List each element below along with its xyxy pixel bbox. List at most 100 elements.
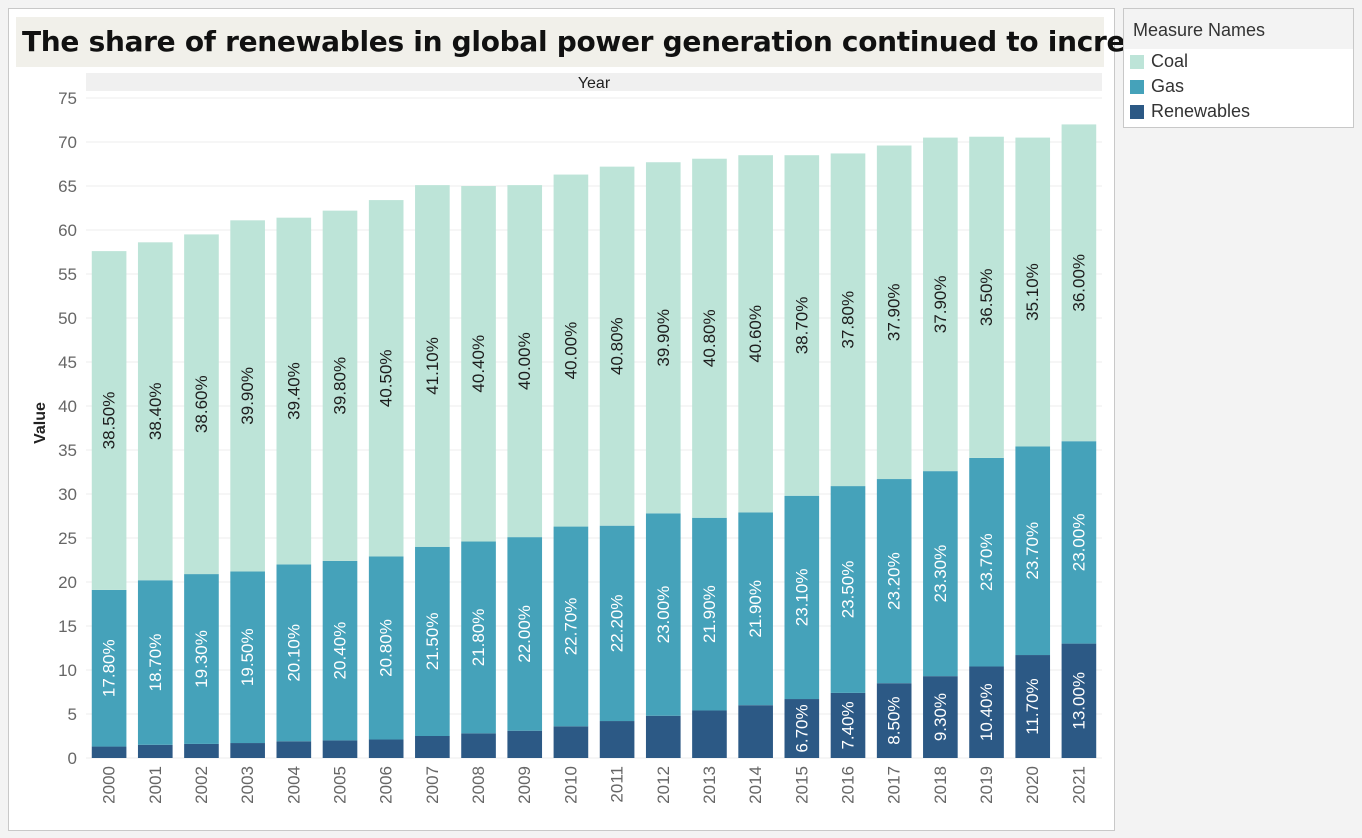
bar-renewables-2015[interactable]	[784, 699, 820, 758]
bar-gas-2019[interactable]	[969, 457, 1004, 667]
data-label-coal: 41.10%	[423, 337, 442, 395]
bar-gas-2006[interactable]	[368, 556, 404, 740]
bar-renewables-2017[interactable]	[876, 683, 912, 758]
bar-coal-2003[interactable]	[230, 220, 265, 572]
data-label-gas: 20.10%	[284, 624, 303, 682]
bar-coal-2013[interactable]	[692, 158, 727, 518]
bar-renewables-2009[interactable]	[507, 730, 543, 758]
bar-renewables-2021[interactable]	[1061, 643, 1097, 758]
data-label-coal: 40.40%	[469, 335, 488, 393]
bar-renewables-2003[interactable]	[230, 743, 265, 758]
bar-renewables-2019[interactable]	[969, 666, 1004, 758]
bar-renewables-2007[interactable]	[415, 736, 450, 758]
bar-gas-2008[interactable]	[461, 541, 496, 734]
bar-gas-2012[interactable]	[645, 513, 681, 716]
bar-gas-2014[interactable]	[738, 512, 773, 706]
data-label-coal: 38.70%	[792, 297, 811, 355]
bars: 17.80% 38.50% 18.70% 38.40% 19.30% 38.60% 19.5…	[91, 124, 1097, 758]
bar-gas-2016[interactable]	[830, 486, 866, 693]
x-tick-label: 2004	[284, 766, 303, 804]
bar-renewables-2013[interactable]	[692, 710, 727, 758]
bar-coal-2012[interactable]	[645, 162, 681, 514]
bar-coal-2000[interactable]	[91, 251, 127, 590]
bar-gas-2021[interactable]	[1061, 441, 1097, 644]
data-label-gas: 23.70%	[977, 533, 996, 591]
data-label-coal: 40.00%	[515, 332, 534, 390]
bar-gas-2001[interactable]	[137, 580, 173, 745]
legend-item-renewables[interactable]: Renewables	[1124, 99, 1353, 124]
bar-gas-2018[interactable]	[923, 471, 958, 677]
x-tick-label: 2011	[608, 766, 627, 803]
bar-gas-2007[interactable]	[415, 546, 450, 736]
bar-gas-2003[interactable]	[230, 571, 265, 744]
bar-coal-2020[interactable]	[1015, 137, 1051, 447]
bar-gas-2017[interactable]	[876, 479, 912, 684]
bar-gas-2005[interactable]	[322, 560, 358, 741]
legend-item-gas[interactable]: Gas	[1124, 74, 1353, 99]
data-label-coal: 40.00%	[561, 322, 580, 380]
bar-renewables-2010[interactable]	[553, 726, 589, 758]
bar-gas-2002[interactable]	[184, 574, 219, 744]
bar-gas-2000[interactable]	[91, 589, 127, 747]
data-label-gas: 19.30%	[192, 630, 211, 688]
bar-gas-2015[interactable]	[784, 495, 820, 700]
bar-gas-2009[interactable]	[507, 537, 543, 731]
data-label-gas: 23.50%	[839, 561, 858, 619]
bar-coal-2019[interactable]	[969, 136, 1004, 458]
bar-coal-2007[interactable]	[415, 185, 450, 547]
bar-renewables-2014[interactable]	[738, 705, 773, 758]
y-tick-label: 20	[58, 573, 77, 592]
bar-renewables-2011[interactable]	[599, 721, 635, 758]
bar-renewables-2005[interactable]	[322, 740, 358, 758]
data-label-gas: 17.80%	[100, 639, 119, 697]
bar-coal-2005[interactable]	[322, 210, 358, 561]
bar-renewables-2016[interactable]	[830, 692, 866, 758]
data-label-gas: 22.00%	[515, 605, 534, 663]
bar-renewables-2018[interactable]	[923, 676, 958, 758]
bar-coal-2018[interactable]	[923, 137, 958, 472]
legend-item-coal[interactable]: Coal	[1124, 49, 1353, 74]
bar-coal-2001[interactable]	[137, 242, 173, 581]
bar-renewables-2006[interactable]	[368, 739, 404, 758]
bar-renewables-2001[interactable]	[137, 744, 173, 758]
x-tick-label: 2005	[331, 766, 350, 804]
bar-coal-2016[interactable]	[830, 153, 866, 487]
y-tick-label: 55	[58, 265, 77, 284]
x-tick-label: 2002	[192, 766, 211, 804]
bar-renewables-2002[interactable]	[184, 743, 219, 758]
x-tick-label: 2008	[469, 766, 488, 804]
data-label-coal: 40.60%	[746, 305, 765, 363]
x-tick-label: 2006	[377, 766, 396, 804]
bar-coal-2017[interactable]	[876, 145, 912, 480]
bar-renewables-2008[interactable]	[461, 733, 496, 758]
bar-coal-2004[interactable]	[276, 217, 312, 565]
bar-gas-2010[interactable]	[553, 526, 589, 727]
data-label-coal: 38.60%	[192, 375, 211, 433]
bar-coal-2010[interactable]	[553, 174, 589, 527]
data-label-coal: 37.90%	[931, 276, 950, 334]
x-tick-label: 2003	[238, 766, 257, 804]
bar-coal-2009[interactable]	[507, 185, 543, 538]
bar-coal-2014[interactable]	[738, 155, 773, 513]
bar-coal-2008[interactable]	[461, 186, 496, 542]
bar-coal-2015[interactable]	[784, 155, 820, 496]
bar-gas-2004[interactable]	[276, 564, 312, 742]
data-label-coal: 39.80%	[331, 357, 350, 415]
data-label-gas: 23.10%	[792, 569, 811, 627]
bar-gas-2011[interactable]	[599, 525, 635, 722]
bar-renewables-2012[interactable]	[645, 715, 681, 758]
bar-coal-2021[interactable]	[1061, 124, 1097, 442]
bar-gas-2013[interactable]	[692, 517, 727, 711]
bar-renewables-2020[interactable]	[1015, 655, 1051, 758]
bar-coal-2006[interactable]	[368, 200, 404, 557]
bar-coal-2002[interactable]	[184, 234, 219, 575]
data-label-coal: 37.90%	[885, 283, 904, 341]
bar-gas-2020[interactable]	[1015, 446, 1051, 656]
bar-renewables-2000[interactable]	[91, 746, 127, 758]
y-tick-label: 40	[58, 397, 77, 416]
x-tick-label: 2012	[654, 766, 673, 804]
data-label-renewables: 10.40%	[977, 683, 996, 741]
bar-coal-2011[interactable]	[599, 166, 635, 526]
bar-renewables-2004[interactable]	[276, 741, 312, 758]
legend-label-coal: Coal	[1151, 51, 1189, 71]
